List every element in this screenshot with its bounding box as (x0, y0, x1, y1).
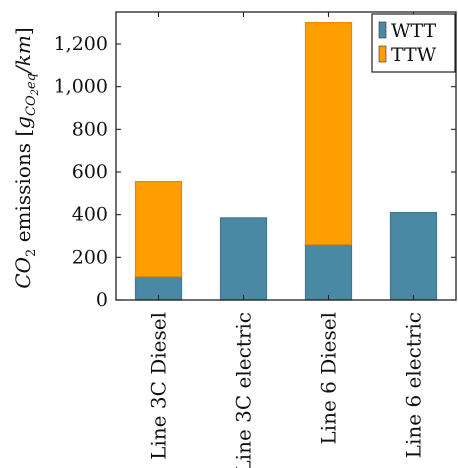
y-axis-label: CO2 emissions [gCO2eq/km] (11, 27, 41, 288)
bar-wtt-2 (219, 217, 268, 301)
ylabel-unit: /km (11, 35, 35, 75)
legend-swatch-ttw (378, 45, 387, 63)
ylabel-g-sub3: eq (24, 73, 39, 89)
y-tick-label: 0 (96, 289, 108, 311)
x-category-label: Line 6 electric (402, 312, 426, 458)
x-category-label: Line 3C Diesel (147, 312, 171, 460)
ylabel-text: emissions (11, 137, 35, 249)
bar-ttw-1 (134, 181, 183, 278)
ylabel-g-sub: CO (24, 95, 39, 116)
ylabel-g-sub2: 2 (30, 89, 41, 96)
y-tick-label: 400 (72, 204, 108, 226)
y-tick-label: 1,200 (54, 33, 108, 55)
x-axis: Line 3C Diesel Line 3C electric Line 6 Die… (147, 12, 426, 468)
ylabel-close-bracket: ] (11, 27, 35, 35)
plot-frame (115, 11, 457, 301)
ylabel-co-sub: 2 (24, 249, 39, 257)
y-tick-label: 800 (72, 118, 108, 140)
ylabel-open-bracket: [ (11, 129, 35, 137)
y-tick-label: 1,000 (54, 76, 108, 98)
bars-layer (134, 22, 438, 301)
legend-swatch-wtt (378, 21, 387, 39)
x-category-label: Line 3C electric (232, 312, 256, 468)
bar-ttw-3 (304, 22, 353, 246)
ylabel-g: g (11, 116, 35, 129)
legend-label-wtt: WTT (391, 20, 437, 42)
y-tick-label: 600 (72, 161, 108, 183)
legend-label-ttw: TTW (391, 44, 437, 66)
bar-wtt-4 (389, 211, 438, 301)
x-category-label: Line 6 Diesel (317, 312, 341, 445)
ylabel-co: CO (11, 257, 35, 289)
y-axis: 0 200 400 600 800 1,000 1,200 (54, 33, 456, 311)
y-tick-label: 200 (72, 246, 108, 268)
bar-wtt-3 (304, 243, 353, 301)
